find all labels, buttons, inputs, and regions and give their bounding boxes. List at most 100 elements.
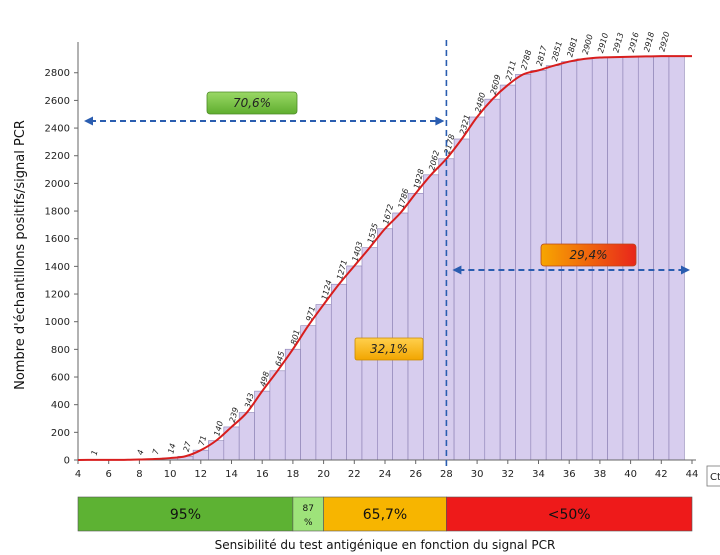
- data-label: 2900: [581, 33, 595, 55]
- data-label: 2788: [519, 49, 533, 71]
- bar: [407, 193, 424, 461]
- y-tick-label: 1600: [45, 234, 70, 245]
- data-label: 4: [136, 449, 146, 456]
- y-tick-label: 2000: [45, 179, 70, 190]
- bar: [300, 325, 317, 461]
- y-axis-label: Nombre d'échantillons positifs/signal PC…: [13, 120, 28, 390]
- annotation-right-label: 29,4%: [569, 248, 607, 262]
- data-label: 645: [274, 350, 287, 367]
- data-label: 7: [151, 447, 161, 455]
- bar: [238, 412, 255, 461]
- y-tick-label: 800: [51, 345, 70, 356]
- sensitivity-bands: 95% 87% 65,7% <50%: [77, 496, 693, 532]
- bar: [330, 283, 347, 461]
- data-label: 1: [90, 449, 100, 456]
- x-tick-label: 30: [471, 469, 484, 480]
- x-unit-label: Ct: [710, 472, 720, 483]
- annotation-middle: 32,1%: [354, 337, 424, 361]
- y-tick-label: 0: [64, 456, 70, 467]
- sensitivity-band-label: 65,7%: [363, 507, 407, 523]
- x-tick-label: 6: [106, 469, 112, 480]
- x-tick-label: 26: [409, 469, 422, 480]
- x-tick-label: 22: [348, 469, 361, 480]
- axes: [77, 42, 696, 461]
- sensitivity-band-label: <50%: [548, 507, 591, 523]
- x-tick-label: 34: [532, 469, 545, 480]
- sensitivity-band: [292, 496, 324, 532]
- x-tick-label: 38: [594, 469, 607, 480]
- sensitivity-band: [77, 496, 294, 532]
- y-tick-label: 1000: [45, 317, 70, 328]
- data-label: 2910: [596, 32, 610, 54]
- x-tick-label: 42: [655, 469, 668, 480]
- y-ticks: 0 200 400 600 800 1000 1200 1400 1600 1800 2000 220…: [45, 68, 78, 467]
- sensitivity-band: [446, 496, 693, 532]
- x-tick-label: 4: [75, 469, 81, 480]
- x-tick-label: 20: [317, 469, 330, 480]
- data-label: 2881: [565, 36, 579, 58]
- x-tick-label: 10: [164, 469, 177, 480]
- data-label: 2916: [627, 31, 641, 53]
- data-label: 971: [304, 305, 317, 322]
- bars: [85, 55, 685, 461]
- left-arrow: [84, 116, 445, 126]
- annotation-right: 29,4%: [540, 243, 637, 267]
- data-label: 2851: [550, 40, 564, 62]
- y-tick-label: 1200: [45, 290, 70, 301]
- y-tick-label: 400: [51, 400, 70, 411]
- x-tick-label: 18: [287, 469, 300, 480]
- x-tick-label: 8: [136, 469, 142, 480]
- sensitivity-band-label: 95%: [170, 507, 201, 523]
- data-label: 498: [258, 371, 271, 388]
- x-tick-label: 44: [686, 469, 699, 480]
- right-arrow: [452, 265, 690, 275]
- x-tick-label: 24: [379, 469, 392, 480]
- bar: [637, 56, 654, 461]
- data-label: 2918: [642, 31, 656, 53]
- data-label: 2920: [658, 31, 672, 53]
- data-label: 239: [228, 406, 241, 423]
- bar: [484, 98, 501, 461]
- y-tick-label: 1800: [45, 207, 70, 218]
- data-label: 140: [212, 420, 225, 437]
- bar: [284, 348, 301, 461]
- annotation-left: 70,6%: [206, 91, 298, 115]
- bar: [469, 116, 486, 461]
- y-tick-label: 2600: [45, 96, 70, 107]
- bar: [315, 304, 332, 461]
- x-tick-label: 12: [194, 469, 207, 480]
- x-tick-label: 32: [501, 469, 514, 480]
- x-tick-label: 40: [624, 469, 637, 480]
- data-label: 343: [243, 392, 256, 409]
- x-tick-label: 36: [563, 469, 576, 480]
- bar: [254, 390, 271, 461]
- sensitivity-band: [323, 496, 447, 532]
- y-tick-label: 200: [51, 428, 70, 439]
- bar: [515, 74, 532, 461]
- bar: [499, 84, 516, 461]
- annotation-left-label: 70,6%: [233, 96, 271, 110]
- x-tick-label: 16: [256, 469, 269, 480]
- y-tick-label: 600: [51, 373, 70, 384]
- sensitivity-band-label: %: [304, 518, 313, 528]
- data-label: 27: [182, 440, 194, 453]
- data-label: 71: [197, 435, 208, 447]
- annotation-middle-label: 32,1%: [370, 342, 408, 356]
- y-tick-label: 1400: [45, 262, 70, 273]
- x-ticks: 4 6 8 10 12 14 16 18 20 22 24 26 28 30 32 34 36 38 40 42 44: [75, 460, 699, 480]
- cumulative-curve: [77, 55, 692, 461]
- x-axis-label: Sensibilité du test antigénique en fonct…: [215, 538, 556, 552]
- bar: [668, 55, 685, 461]
- y-tick-label: 2400: [45, 124, 70, 135]
- bar: [453, 138, 470, 461]
- bar: [346, 265, 363, 461]
- bar: [392, 212, 409, 461]
- bar: [269, 370, 286, 461]
- data-label: 14: [166, 442, 177, 454]
- sensitivity-band-label: 87: [303, 504, 314, 514]
- data-label: 2817: [535, 44, 549, 67]
- y-tick-label: 2200: [45, 151, 70, 162]
- data-label: 2913: [611, 32, 625, 54]
- y-tick-label: 2800: [45, 68, 70, 79]
